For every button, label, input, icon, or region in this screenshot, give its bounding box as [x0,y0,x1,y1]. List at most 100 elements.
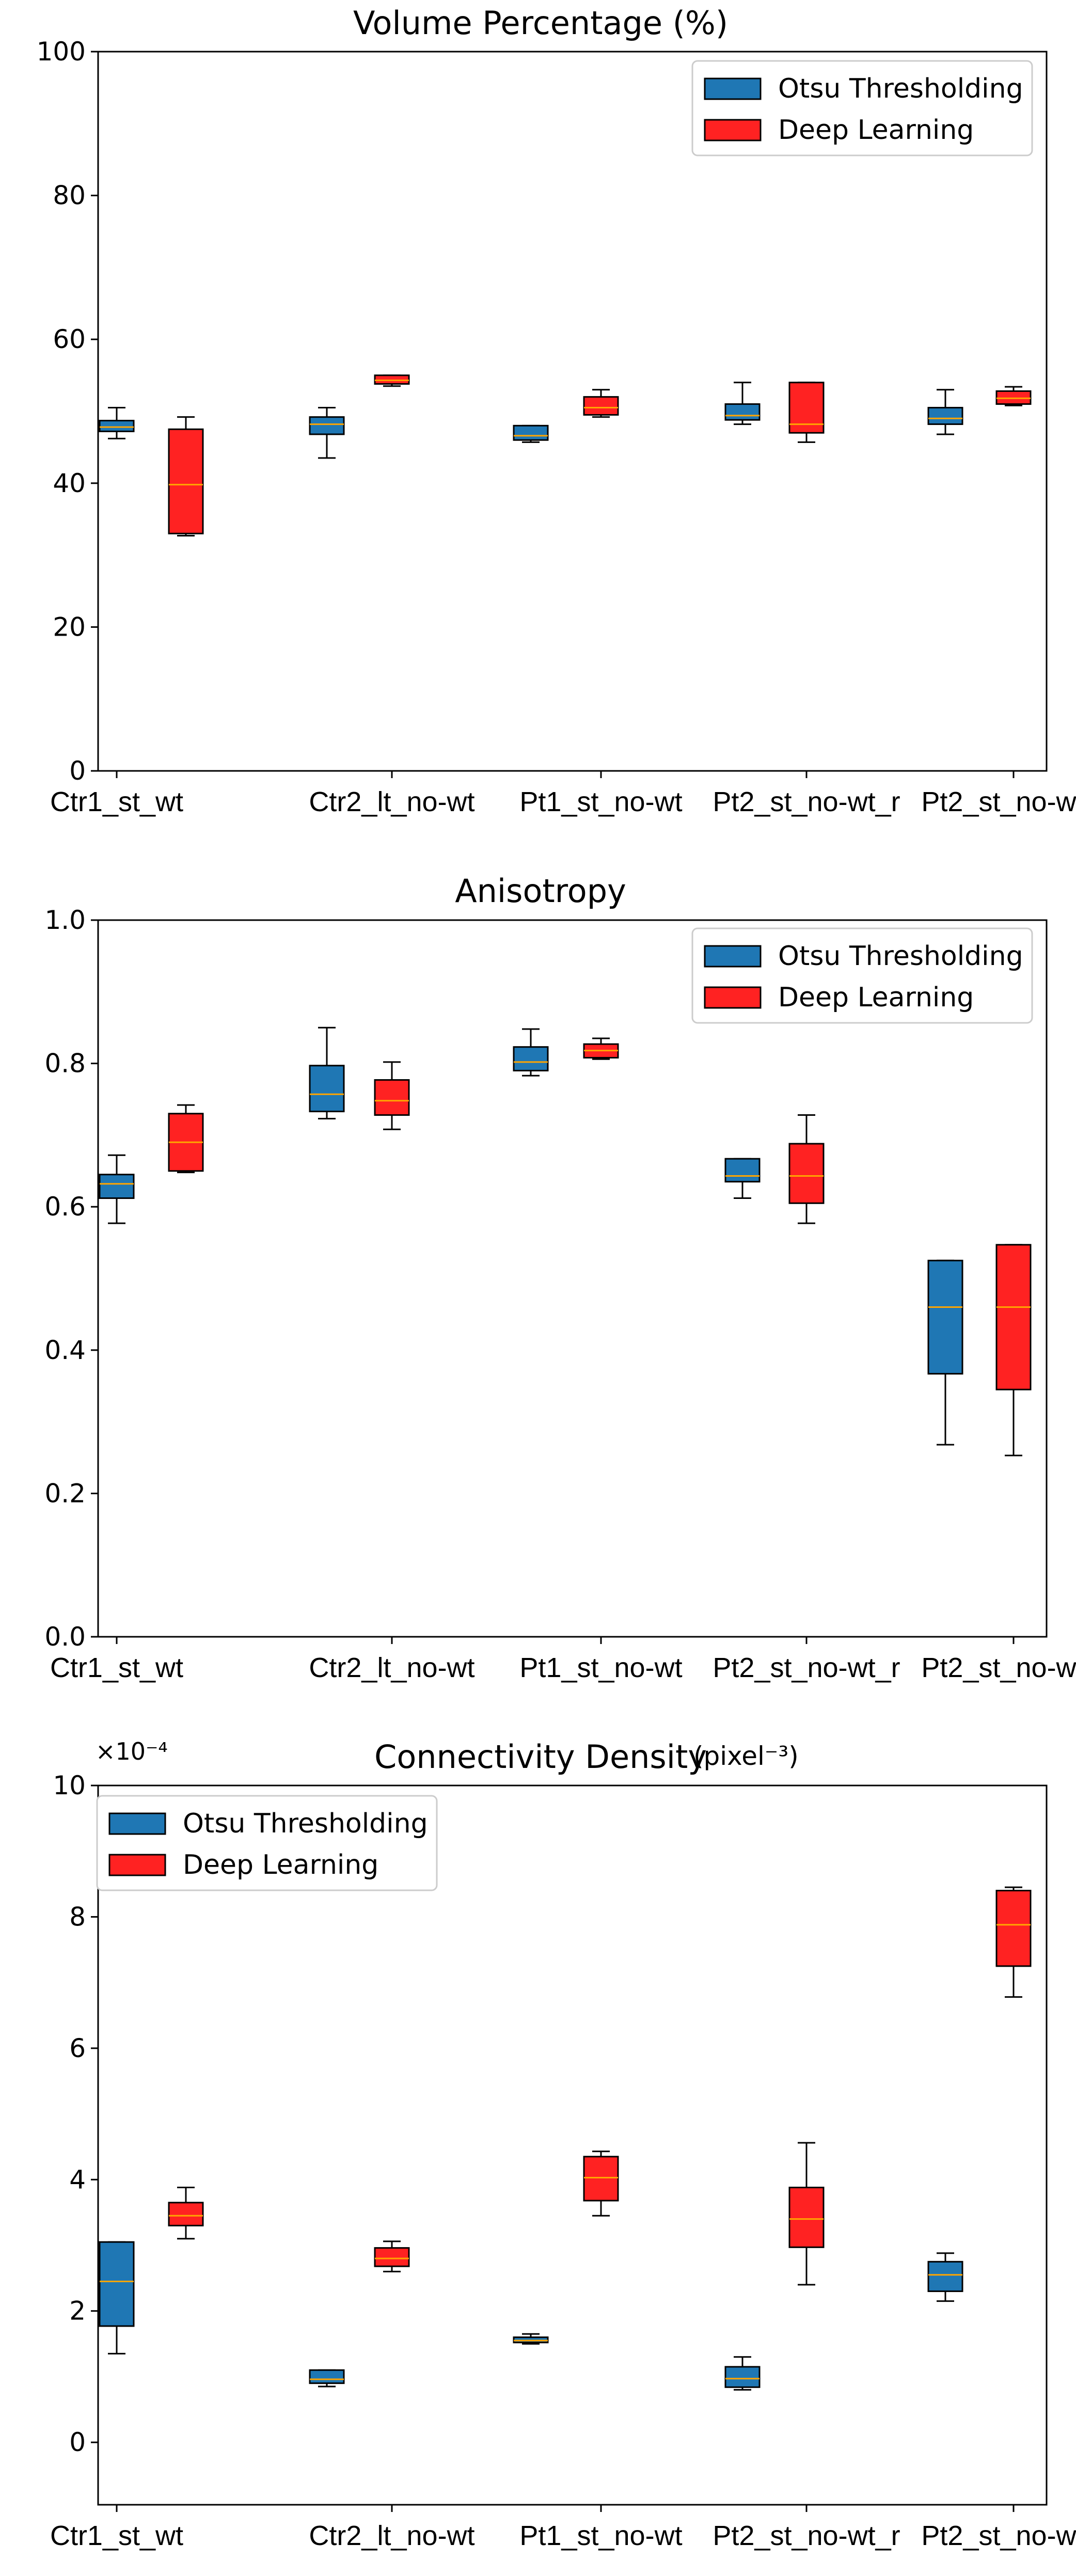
legend-otsu-label: Otsu Thresholding [778,73,1023,104]
y-tick-label: 0.4 [44,1335,86,1365]
y-tick-label: 20 [53,612,86,642]
y-tick-label: 80 [53,181,86,211]
deep-learning-box [788,2142,825,2286]
box-body [99,1174,135,1199]
deep-learning-box [583,389,619,418]
x-tick-label: Pt1_st_no-wt [519,2520,682,2551]
box-body [168,2202,204,2226]
legend-deep-learning-label: Deep Learning [778,982,974,1013]
deep-learning-box [788,382,825,443]
deep-learning-box [374,2240,410,2272]
box-body [583,2156,619,2202]
otsu-box [309,1026,345,1119]
box-body [995,1890,1032,1967]
otsu-box [309,407,345,459]
y-tick-label: 1.0 [44,905,86,935]
legend-deep-learning-label: Deep Learning [778,115,974,146]
y-tick-label: 4 [69,2164,86,2194]
deep-learning-box [583,1037,619,1060]
x-tick-label: Ctr1_st_wt [50,786,183,817]
legend: Otsu Thresholding Deep Learning [691,60,1033,156]
otsu-box [724,1158,761,1199]
x-tick-label: Pt2_st_no-wt_r [713,786,900,817]
otsu-box [99,1154,135,1224]
anisotropy-title: Anisotropy [455,872,626,910]
box-body [168,428,204,534]
x-tick-label: Ctr2_lt_no-wt [309,786,474,817]
box-body [583,396,619,416]
axes-frame [97,919,1048,1638]
legend-otsu-swatch [704,77,762,100]
x-tick-label: Pt1_st_no-wt [519,1652,682,1683]
legend-deep-learning-swatch [108,1854,166,1876]
legend-deep-learning-label: Deep Learning [183,1850,378,1880]
deep-learning-box [168,2187,204,2240]
box-body [927,1259,963,1375]
volume-percentage-title: Volume Percentage (%) [353,4,728,42]
legend-otsu-swatch [704,945,762,968]
box-body [309,1065,345,1113]
connectivity-density-panel: ×10⁻⁴ Connectivity Density (pixel⁻³) 0 2 4… [50,1737,1076,2551]
y-tick-label: 10 [53,1771,86,1800]
volume-percentage-panel: Volume Percentage (%) 0 20 40 60 80 100 Ctr1_s… [37,4,1076,817]
y-tick-label: 0.8 [44,1049,86,1079]
box-body [927,2261,963,2293]
y-tick-label: 0.6 [44,1192,86,1222]
deep-learning-box [995,1244,1032,1457]
x-tick-label: Pt2_st_no-wt_l [921,1652,1076,1683]
y-tick-label: 40 [53,468,86,498]
connectivity-plot-area: 0 2 4 6 8 10 Ctr1_st_wt Ctr2_lt_no-wt Pt1_st_no-… [50,1771,1076,2551]
legend-deep-learning-swatch [704,119,762,141]
box-body [309,2369,345,2384]
otsu-box [513,2333,549,2345]
y-tick-label: 100 [37,37,86,67]
x-tick-label: Pt2_st_no-wt_r [713,1652,900,1683]
box-body [374,1079,410,1116]
legend: Otsu Thresholding Deep Learning [96,1795,438,1891]
connectivity-density-title: Connectivity Density [374,1738,707,1776]
box-body [995,1244,1032,1390]
y-tick-label: 0 [69,2427,86,2457]
x-tick-label: Pt2_st_no-wt_l [921,786,1076,817]
axes-frame [97,1784,1048,2506]
otsu-box [927,389,963,435]
x-tick-label: Pt1_st_no-wt [519,786,682,817]
x-tick-label: Ctr1_st_wt [50,2520,183,2551]
otsu-box [724,2356,761,2391]
otsu-box [99,2241,135,2354]
legend-otsu-label: Otsu Thresholding [183,1808,428,1839]
otsu-box [724,382,761,425]
box-body [99,2241,135,2327]
y-tick-label: 6 [69,2033,86,2063]
legend-frame [691,60,1033,156]
anisotropy-plot-area: 0.0 0.2 0.4 0.6 0.8 1.0 Ctr1_st_wt Ctr2_lt_no-w… [44,905,1076,1683]
legend: Otsu Thresholding Deep Learning [691,927,1033,1024]
x-tick-label: Ctr2_lt_no-wt [309,1652,474,1683]
legend-otsu-label: Otsu Thresholding [778,941,1023,972]
box-body [513,424,549,441]
legend-frame [691,927,1033,1024]
otsu-box [513,1028,549,1077]
volume-plot-area: 0 20 40 60 80 100 Ctr1_st_wt Ctr2_lt_no-wt Pt1_s… [37,37,1076,817]
otsu-box [309,2369,345,2388]
deep-learning-box [168,416,204,536]
legend-frame [96,1795,438,1891]
box-body [309,416,345,435]
box-body [927,407,963,425]
y-tick-label: 0.0 [44,1622,86,1652]
box-body [788,1143,825,1204]
otsu-box [513,424,549,443]
box-body [788,382,825,434]
y-tick-label: 2 [69,2296,86,2326]
otsu-box [99,407,135,439]
y-tick-label: 0 [69,756,86,786]
box-body [374,2247,410,2267]
box-body [99,420,135,433]
x-tick-label: Pt2_st_no-wt_r [713,2520,900,2551]
otsu-box [927,1259,963,1446]
deep-learning-box [995,386,1032,406]
deep-learning-box [788,1114,825,1224]
anisotropy-panel: Anisotropy 0.0 0.2 0.4 0.6 0.8 1.0 Ctr1_st_wt C… [44,872,1076,1683]
